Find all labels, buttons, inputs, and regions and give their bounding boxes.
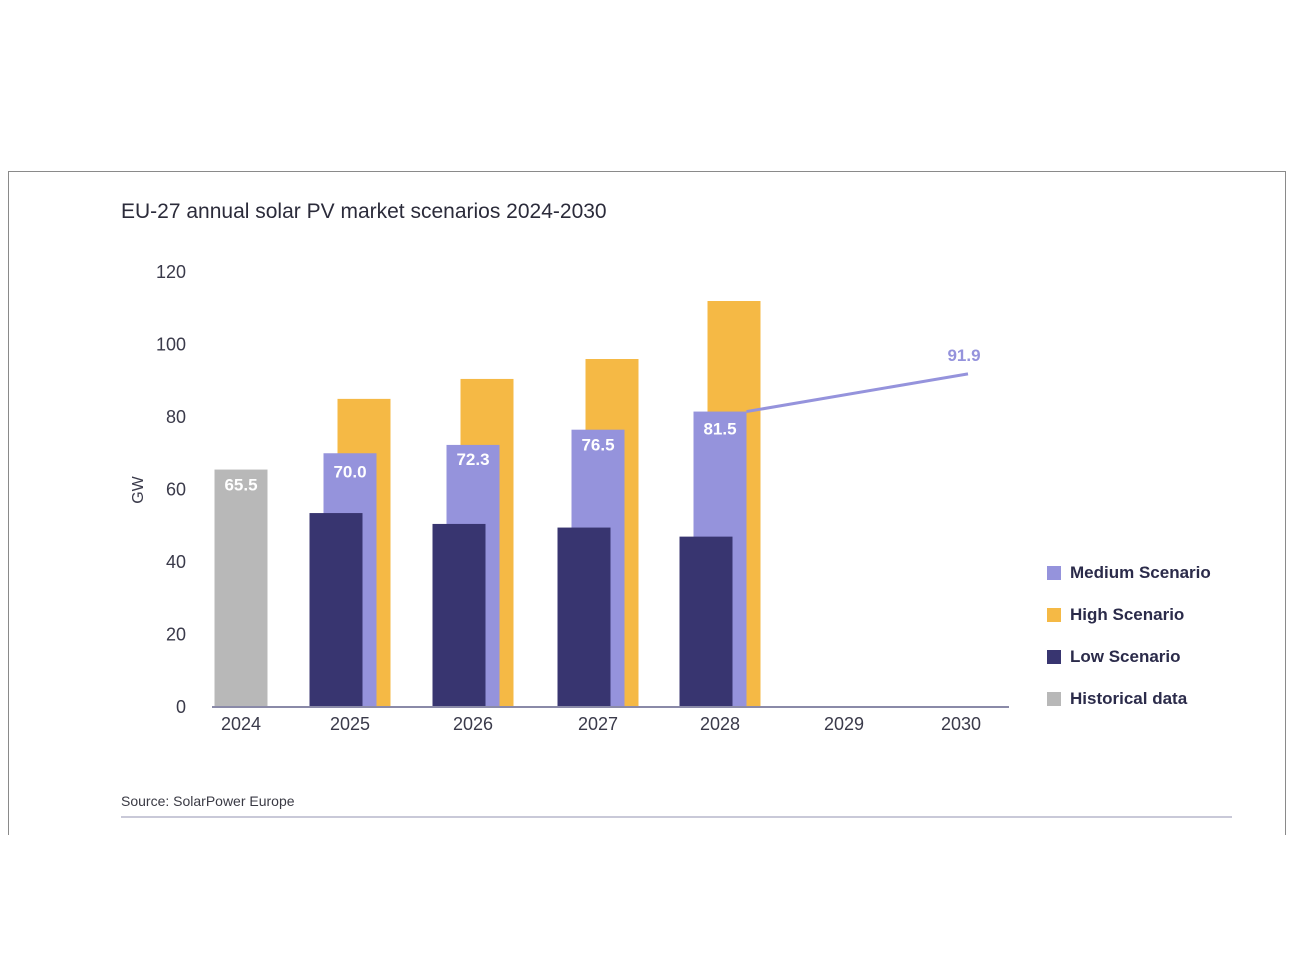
- y-tick-label: 60: [166, 480, 186, 500]
- bar-low: [432, 523, 486, 707]
- x-tick-label: 2024: [221, 714, 261, 734]
- data-label-historical-2024: 65.5: [224, 476, 257, 495]
- legend-item-high: High Scenario: [1047, 605, 1211, 647]
- bar-low: [679, 536, 733, 707]
- legend-label-high: High Scenario: [1070, 605, 1185, 624]
- bar-low: [309, 513, 363, 707]
- x-tick-label: 2025: [330, 714, 370, 734]
- medium-trend-line: [746, 372, 969, 414]
- legend-swatch-low: [1047, 650, 1061, 664]
- x-tick-label: 2029: [824, 714, 864, 734]
- y-tick-label: 100: [156, 335, 186, 355]
- x-tick-label: 2027: [578, 714, 618, 734]
- x-tick-label: 2030: [941, 714, 981, 734]
- data-label-medium-2025: 70.0: [333, 462, 366, 481]
- legend-label-low: Low Scenario: [1070, 647, 1181, 666]
- legend-label-historical: Historical data: [1070, 689, 1188, 708]
- legend-label-medium: Medium Scenario: [1070, 563, 1211, 582]
- legend: Medium Scenario High Scenario Low Scenar…: [1047, 563, 1211, 731]
- data-label-medium-2027: 76.5: [581, 436, 614, 455]
- y-axis-label: GW: [130, 475, 147, 503]
- legend-item-medium: Medium Scenario: [1047, 563, 1211, 605]
- legend-item-low: Low Scenario: [1047, 647, 1211, 689]
- bar-historical: [214, 469, 268, 707]
- legend-swatch-historical: [1047, 692, 1061, 706]
- source-note: Source: SolarPower Europe: [121, 793, 295, 809]
- data-label-medium-2026: 72.3: [456, 450, 489, 469]
- legend-item-historical: Historical data: [1047, 689, 1211, 731]
- y-tick-label: 20: [166, 625, 186, 645]
- y-tick-label: 0: [176, 697, 186, 717]
- bar-low: [557, 527, 611, 707]
- data-label-medium-2030: 91.9: [947, 346, 980, 365]
- x-tick-label: 2026: [453, 714, 493, 734]
- y-tick-label: 40: [166, 552, 186, 572]
- data-label-medium-2028: 81.5: [703, 420, 736, 439]
- y-tick-label: 120: [156, 262, 186, 282]
- chart-title: EU-27 annual solar PV market scenarios 2…: [121, 200, 607, 223]
- chart-frame: [8, 171, 1286, 835]
- legend-swatch-medium: [1047, 566, 1061, 580]
- y-tick-label: 80: [166, 407, 186, 427]
- legend-swatch-high: [1047, 608, 1061, 622]
- x-tick-label: 2028: [700, 714, 740, 734]
- source-divider: [121, 816, 1232, 818]
